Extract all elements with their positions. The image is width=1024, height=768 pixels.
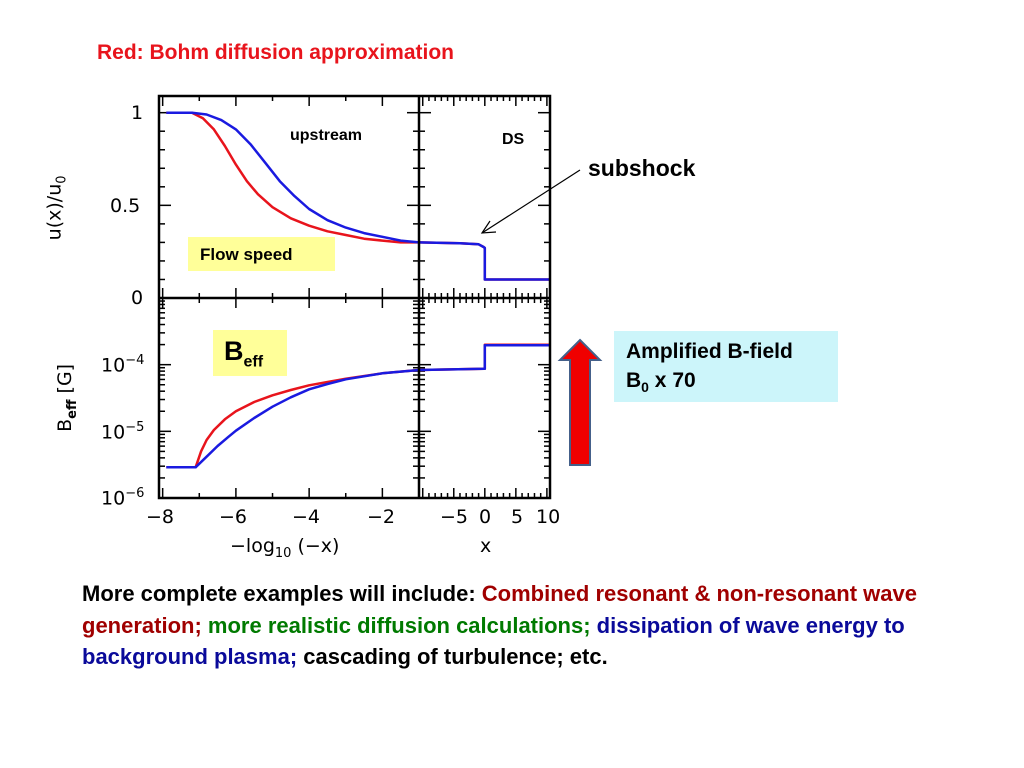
y-axis-title-bottom: Beff [G] <box>54 363 80 432</box>
x-tick-label: −2 <box>367 506 396 528</box>
y-tick-label: 0.5 <box>110 195 141 217</box>
amplified-arrow-icon <box>557 338 603 466</box>
beff-box: Beff <box>213 330 287 376</box>
y-tick-label: 0 <box>131 287 144 309</box>
y-axis-title-top: u(x)/u0 <box>43 175 70 241</box>
upstream-annotation: upstream <box>290 127 363 144</box>
ds-annotation: DS <box>502 131 525 148</box>
series-lines <box>166 111 550 469</box>
y-tick-label: 10−4 <box>101 353 145 377</box>
series-line-red-upstream_b <box>166 368 420 469</box>
bottom-paragraph: More complete examples will include: Com… <box>82 578 982 673</box>
y-tick-label: 10−5 <box>101 420 145 444</box>
bottom-text-segment: dissipation of wave energy to background… <box>82 612 905 670</box>
x-tick-label: −6 <box>219 506 248 528</box>
series-line-red-upstream_flow <box>166 111 419 244</box>
subshock-label: subshock <box>588 155 696 181</box>
series-line-blue-upstream_flow <box>166 111 420 244</box>
x-tick-label: −5 <box>440 506 469 528</box>
y-tick-label: 1 <box>131 102 144 124</box>
series-line-blue-upstream_b <box>166 368 420 469</box>
x-tick-label: 0 <box>479 506 492 528</box>
beff-label: Beff <box>224 336 264 371</box>
slide-title: Red: Bohm diffusion approximation <box>97 41 454 64</box>
flow-speed-box: Flow speed <box>188 237 335 271</box>
x-tick-label: 5 <box>511 506 524 528</box>
x-tick-label: −4 <box>292 506 321 528</box>
bottom-text-segment: Combined resonant & non-resonant wave ge… <box>82 581 917 638</box>
amplified-b-field-box: Amplified B-field B0 x 70 <box>614 331 838 402</box>
amplified-line1: Amplified B-field <box>626 340 793 363</box>
series-line-blue-downstream_b <box>418 344 550 372</box>
amplified-line2: B0 x 70 <box>626 369 696 396</box>
subshock-pointer <box>480 169 581 234</box>
x-axis-title-left: −log10 (−x) <box>230 535 340 561</box>
y-tick-label: 10−6 <box>101 486 145 510</box>
bottom-text-segment: more realistic diffusion calculations; <box>207 612 597 638</box>
bottom-text-segment: cascading of turbulence; etc. <box>303 644 608 669</box>
flow-speed-label: Flow speed <box>200 245 293 264</box>
bottom-text-segment: More complete examples will include: <box>82 581 482 606</box>
x-axis-title-right: x <box>480 535 492 557</box>
x-tick-label: −8 <box>146 506 175 528</box>
x-tick-label: 10 <box>536 506 561 528</box>
plot-frame <box>157 94 552 500</box>
series-line-blue-downstream_flow <box>418 241 550 281</box>
